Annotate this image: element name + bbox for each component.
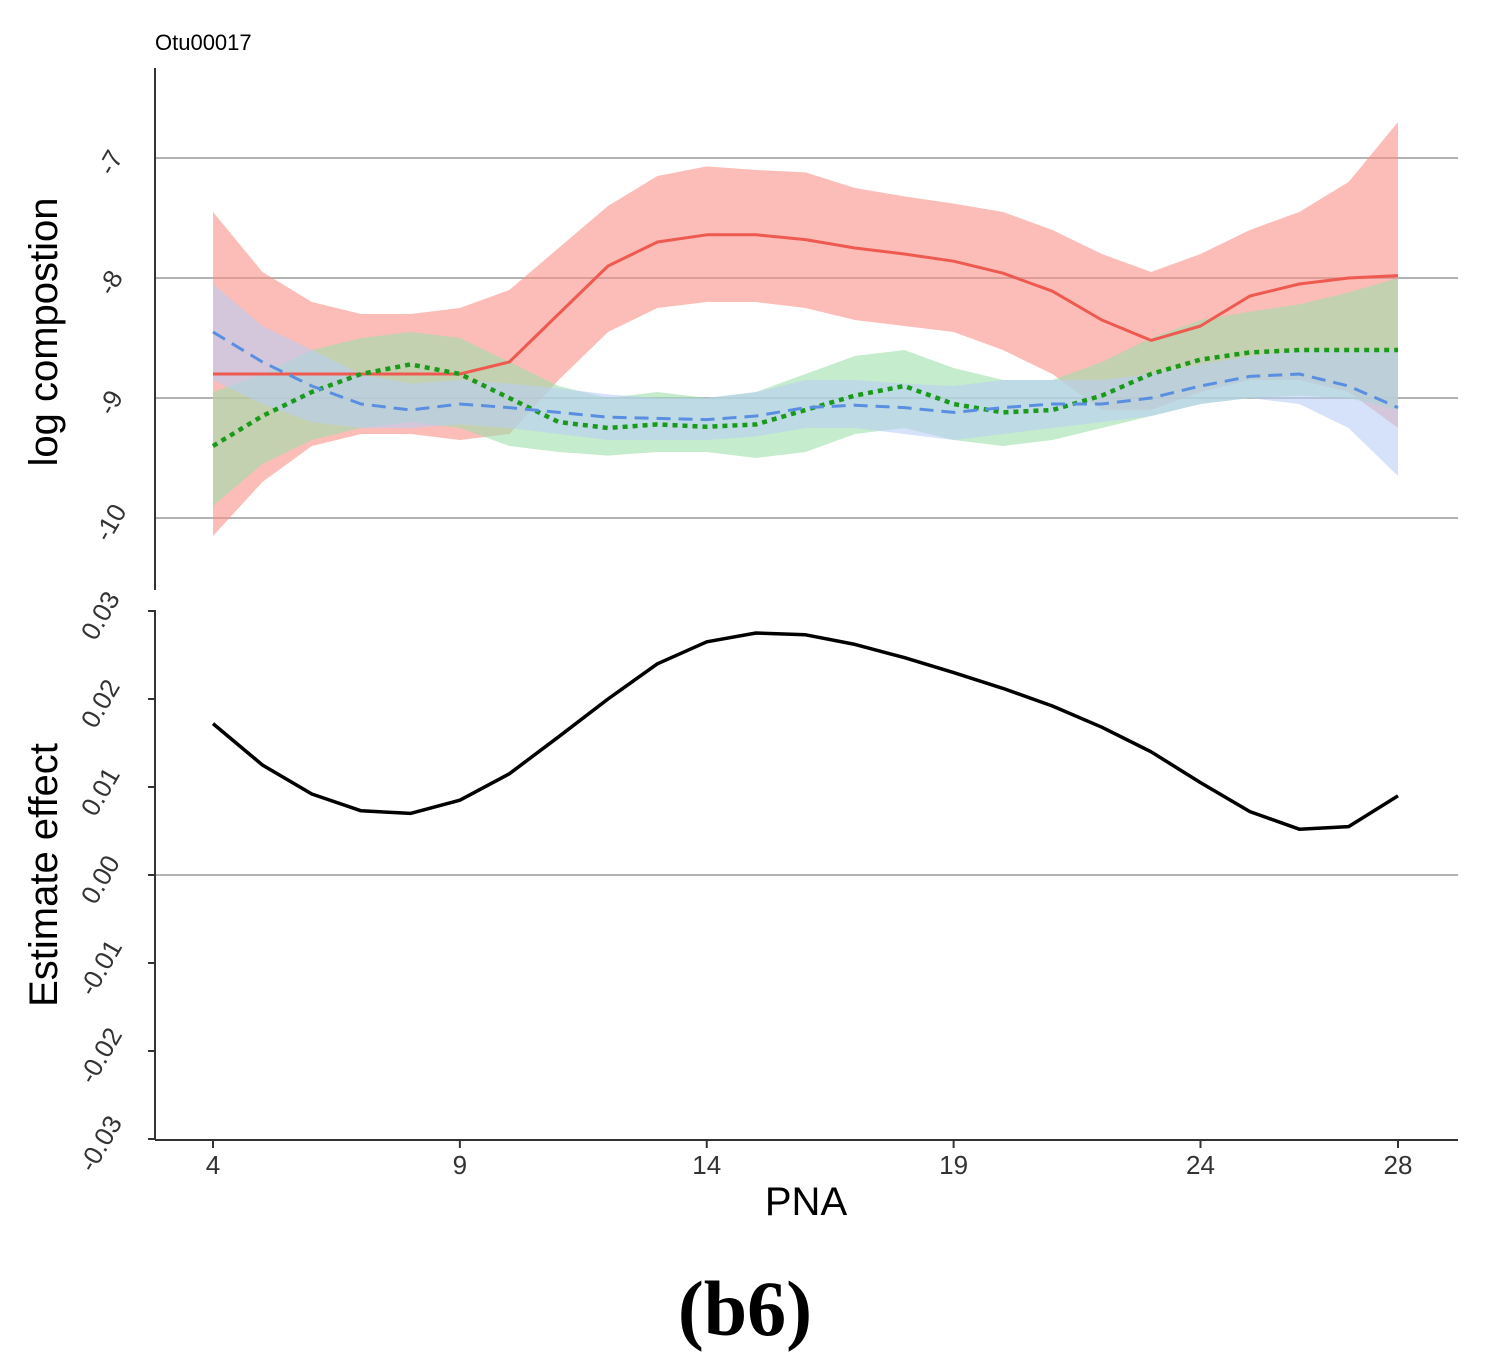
- x-tick-label: 9: [453, 1150, 467, 1180]
- y-tick-label: -0.02: [72, 1022, 128, 1088]
- x-ticks: 4 9 14 19 24 28: [206, 1140, 1413, 1180]
- bottom-panel: 0.03 0.02 0.01 0.00 -0.01 -0.02 -0.03 4 9 14 19 24…: [22, 586, 1458, 1224]
- y-tick-label: 0.00: [75, 850, 126, 909]
- line-estimate: [211, 631, 1399, 831]
- estimate-line: [211, 631, 1399, 831]
- y-tick-label: 0.01: [75, 762, 126, 821]
- figure-caption: (b6): [678, 1265, 812, 1352]
- bottom-y-ticks: 0.03 0.02 0.01 0.00 -0.01 -0.02 -0.03: [72, 586, 155, 1177]
- y-tick-label: -8: [91, 265, 129, 300]
- bottom-y-axis-title: Estimate effect: [22, 743, 66, 1007]
- y-tick-label: -0.01: [72, 934, 128, 1000]
- y-tick-label: -0.03: [72, 1110, 128, 1176]
- y-tick-label: -7: [91, 145, 129, 180]
- x-tick-label: 28: [1384, 1150, 1413, 1180]
- series-lines: [211, 233, 1399, 448]
- panel-title: Otu00017: [155, 30, 252, 55]
- y-tick-label: 0.03: [75, 586, 126, 645]
- top-y-axis-title: log compostion: [22, 197, 66, 466]
- x-tick-label: 14: [692, 1150, 721, 1180]
- top-y-ticks: -7 -8 -9 -10: [88, 145, 133, 546]
- x-tick-label: 4: [206, 1150, 220, 1180]
- confidence-bands: [213, 122, 1398, 536]
- x-tick-label: 19: [939, 1150, 968, 1180]
- y-tick-label: -10: [88, 499, 133, 547]
- y-tick-label: 0.02: [75, 674, 126, 733]
- x-axis-title: PNA: [765, 1180, 848, 1224]
- line-red: [213, 233, 1399, 376]
- top-panel: Otu00017 -7 -8 -9 -10 log compostion: [22, 30, 1458, 590]
- y-tick-label: -9: [91, 385, 129, 420]
- x-tick-label: 24: [1186, 1150, 1215, 1180]
- band-blue: [213, 284, 1398, 476]
